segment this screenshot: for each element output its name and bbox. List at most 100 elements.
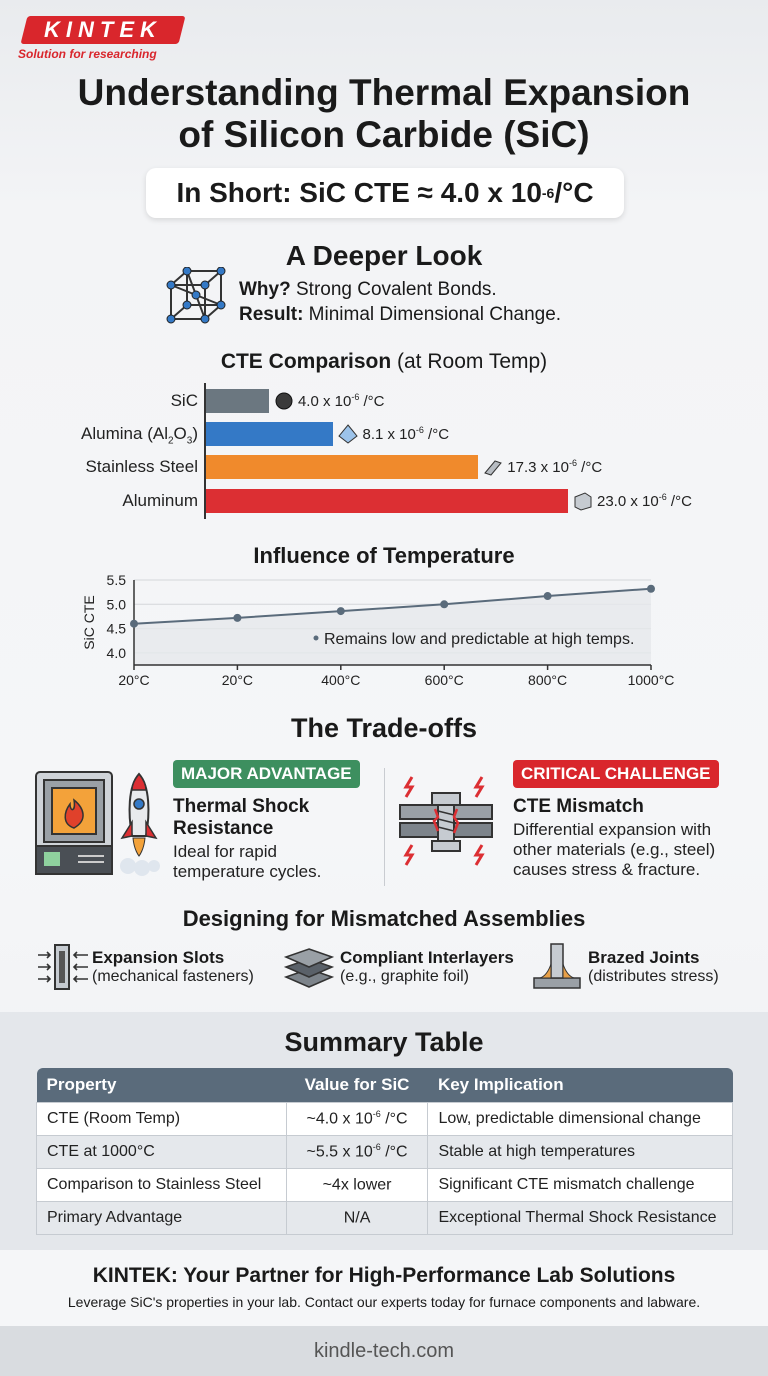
data-point [233,613,242,622]
design-item-sub: (mechanical fasteners) [92,968,254,985]
advantage-badge: MAJOR ADVANTAGE [173,760,360,788]
data-point [130,619,138,628]
cte-comparison-heading: CTE Comparison (at Room Temp) [0,350,768,374]
bar-value-label: 4.0 x 10-6 /°C [297,392,385,410]
table-cell-value: ~5.5 x 10-6 /°C [285,1134,429,1169]
logo-tagline: Solution for researching [18,47,157,61]
x-tick-label: 20°C [222,672,253,688]
bar [206,455,479,479]
x-tick-label: 400°C [321,672,360,688]
rocket-icon [120,772,160,876]
why-result-text: Why? Strong Covalent Bonds. Result: Mini… [239,277,561,327]
x-tick-label: 20°C [118,672,149,688]
brand-logo[interactable]: KINTEK Solution for researching [18,16,186,61]
challenge-badge: CRITICAL CHALLENGE [513,760,719,788]
bar [206,422,334,446]
bar-value-label: 17.3 x 10-6 /°C [507,458,603,476]
challenge-title: CTE Mismatch [513,796,644,817]
bar [206,389,269,413]
design-item-title: Expansion Slots [92,948,225,967]
data-point [543,592,552,601]
design-item-title: Compliant Interlayers [340,948,514,967]
design-item-sub: (e.g., graphite foil) [340,968,469,985]
table-cell-implication: Stable at high temperatures [427,1134,733,1169]
aluminum-block-icon [573,491,593,511]
footer-heading: KINTEK: Your Partner for High-Performanc… [92,1264,676,1287]
table-header-value: Value for SiC [286,1068,428,1102]
title-line-1: Understanding Thermal Expansion [77,72,691,113]
design-item-title: Brazed Joints [588,948,700,967]
chart-annotation: Remains low and predictable at high temp… [324,631,634,648]
bar-category-label: Stainless Steel [85,457,198,476]
table-header-implication: Key Implication [427,1068,733,1102]
in-short-box: In Short: SiC CTE ≈ 4.0 x 10 -6 /°C [146,168,624,218]
layers-icon [284,948,334,988]
table-cell-value: N/A [285,1200,429,1235]
bar [206,489,568,513]
expansion-slot-icon [38,944,88,990]
logo-box: KINTEK [20,16,186,44]
y-tick-label: 4.5 [107,621,127,637]
challenge-card: CTE Mismatch Differential expansion with… [513,796,715,880]
temperature-line-chart: 5.5 5.0 4.5 4.0 20°C 20°C 400°C 600°C 800°C 1000°… [81,572,675,688]
table-cell-property: Comparison to Stainless Steel [36,1167,287,1202]
footer-section [0,1250,768,1326]
advantage-title-1: Thermal Shock [173,796,310,817]
bar-category-label: Aluminum [122,491,198,510]
challenge-text-2: other materials (e.g., steel) [513,840,716,859]
line-area [134,588,651,665]
x-tick-label: 800°C [528,672,567,688]
result-label: Result: [239,304,304,325]
table-row: Comparison to Stainless Steel ~4x lower … [36,1167,733,1202]
alumina-crystal-icon [338,424,359,444]
y-axis-label: SiC CTE [81,595,97,649]
table-cell-implication: Exceptional Thermal Shock Resistance [427,1200,733,1235]
in-short-suffix: /°C [554,177,594,208]
table-cell-implication: Significant CTE mismatch challenge [427,1167,733,1202]
title-line-2: of Silicon Carbide (SiC) [178,114,590,155]
y-tick-label: 5.0 [107,596,127,612]
logo-text: KINTEK [44,17,162,42]
table-header-row: Property Value for SiC Key Implication [36,1068,733,1102]
result-text: Minimal Dimensional Change. [303,304,562,325]
summary-heading: Summary Table [284,1027,484,1057]
deeper-look-heading: A Deeper Look [285,240,483,271]
steel-bar-icon [483,457,503,477]
brazed-joint-icon [533,943,581,989]
cte-comparison-title: CTE Comparison [220,350,392,373]
data-point [440,600,449,609]
why-text: Strong Covalent Bonds. [290,279,497,300]
website-link[interactable]: kindle-tech.com [0,1326,768,1376]
furnace-icon [35,771,113,875]
influence-heading: Influence of Temperature [253,543,515,568]
design-item-brazed: Brazed Joints (distributes stress) [588,948,719,986]
annotation-bullet [313,635,319,641]
advantage-text-2: temperature cycles. [173,862,322,881]
website-url[interactable]: kindle-tech.com [313,1339,455,1362]
design-item-expansion: Expansion Slots (mechanical fasteners) [92,948,254,986]
x-tick-label: 600°C [425,672,464,688]
why-label: Why? [239,279,291,300]
advantage-card: Thermal Shock Resistance Ideal for rapid… [173,796,321,882]
table-cell-property: CTE at 1000°C [36,1134,287,1169]
y-tick-label: 4.0 [107,645,127,661]
table-cell-implication: Low, predictable dimensional change [427,1101,733,1136]
table-cell-property: CTE (Room Temp) [36,1101,287,1136]
bar-value-label: 8.1 x 10-6 /°C [362,425,450,443]
table-header-property: Property [36,1068,287,1102]
bolt-stress-icon [399,776,493,866]
bar-category-label: Alumina (Al2O3) [81,424,198,447]
series-line [133,587,652,625]
sic-sample-icon [274,391,294,411]
x-tick-label: 1000°C [628,672,675,688]
bar-chart-axis [204,383,206,519]
table-row: CTE (Room Temp) ~4.0 x 10-6 /°C Low, pre… [36,1101,733,1136]
in-short-exponent: -6 [541,185,555,201]
crystal-lattice-icon [166,267,226,324]
data-point [336,607,345,616]
advantage-text-1: Ideal for rapid [173,842,277,861]
challenge-text-1: Differential expansion with [513,820,712,839]
summary-table: Property Value for SiC Key Implication C… [36,1068,733,1235]
bar-value-label: 23.0 x 10-6 /°C [597,492,692,510]
y-tick-label: 5.5 [107,572,127,588]
